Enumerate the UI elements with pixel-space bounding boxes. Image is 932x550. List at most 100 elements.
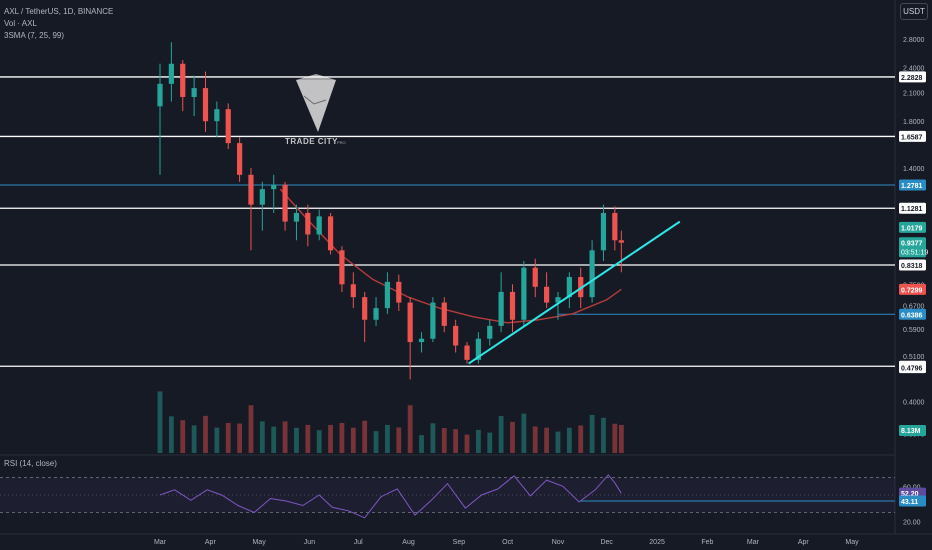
candle-body	[316, 216, 322, 235]
price-badge-bg	[899, 237, 926, 258]
price-tick-label: 0.5100	[903, 354, 925, 361]
candle-body	[430, 302, 436, 339]
time-axis-label: Aug	[402, 539, 415, 546]
candle-body	[384, 281, 391, 309]
candle-body	[259, 189, 265, 205]
candle-body	[282, 184, 288, 222]
volume-bar	[316, 430, 322, 453]
volume-bar	[487, 432, 493, 453]
volume-bar	[589, 414, 595, 453]
volume-bar	[521, 413, 527, 453]
watermark-suffix: PRO	[337, 140, 346, 145]
volume-bar	[430, 423, 436, 453]
price-tick-label: 2.8000	[903, 37, 925, 44]
candle-body	[532, 267, 538, 287]
volume-bar	[248, 405, 254, 453]
volume-legend[interactable]: Vol · AXL	[4, 19, 37, 28]
time-axis-label: Oct	[502, 539, 513, 546]
candle-body	[191, 88, 197, 97]
volume-bar	[294, 427, 299, 453]
watermark-text: TRADE CITY	[285, 137, 338, 146]
level-price-label-bg	[899, 202, 926, 214]
volume-bar	[237, 423, 242, 453]
volume-bar	[350, 427, 356, 453]
price-badge-countdown: 03:51:19	[901, 250, 928, 257]
level-price-label-bg	[899, 130, 926, 142]
volume-bar	[259, 421, 265, 453]
symbol-legend[interactable]: AXL / TetherUS, 1D, BINANCE	[4, 7, 114, 16]
volume-bar	[282, 421, 288, 453]
volume-bar	[362, 420, 368, 453]
volume-bar	[168, 416, 174, 453]
volume-bar	[532, 426, 538, 453]
time-axis-label: Dec	[600, 539, 613, 546]
volume-bar	[396, 427, 402, 453]
time-axis-label: Jul	[354, 539, 363, 546]
time-axis-label: Jun	[304, 539, 315, 546]
trendline	[468, 220, 681, 365]
volume-bar	[407, 405, 413, 453]
moving-average-line	[279, 188, 622, 324]
currency-badge[interactable]: USDT	[900, 3, 928, 20]
candle-body	[566, 276, 572, 298]
candle-body	[168, 63, 174, 84]
candle-body	[441, 302, 447, 326]
time-axis-label: Nov	[552, 539, 565, 546]
time-axis-label: Apr	[205, 539, 217, 546]
level-price-label-bg	[899, 259, 926, 271]
candle-body	[475, 338, 481, 360]
volume-bar	[475, 429, 481, 453]
level-price-label: 0.8318	[901, 263, 923, 270]
volume-bar	[555, 431, 561, 453]
price-tick-label: 1.4000	[903, 166, 925, 173]
volume-bar	[157, 391, 163, 453]
candle-body	[464, 345, 470, 360]
candle-body	[202, 88, 209, 122]
candle-body	[396, 281, 402, 303]
level-price-label-bg	[899, 179, 926, 191]
rsi-tick-label: 20.00	[903, 519, 921, 526]
candle-body	[248, 174, 254, 205]
price-badge: 1.0179	[901, 225, 923, 232]
candle-body	[589, 250, 595, 298]
volume-bar	[510, 421, 515, 453]
time-axis-label: Sep	[453, 539, 466, 546]
candle-body	[418, 338, 425, 343]
rsi-line	[159, 474, 622, 519]
price-badge-bg	[899, 362, 926, 374]
volume-bar	[373, 431, 379, 453]
time-axis-label: Apr	[798, 539, 810, 546]
volume-bar	[305, 424, 311, 453]
volume-bar	[419, 435, 424, 453]
candle-body	[293, 212, 300, 222]
level-price-label: 2.2828	[901, 75, 923, 82]
candle-body	[612, 212, 618, 241]
level-price-label-bg	[899, 308, 926, 320]
volume-bar	[328, 424, 333, 453]
volume-bar	[453, 429, 459, 453]
volume-bar	[271, 426, 277, 453]
ma-legend[interactable]: 3SMA (7, 25, 99)	[4, 31, 65, 40]
price-badge-bg	[899, 283, 926, 295]
price-badge: 0.7299	[901, 287, 923, 294]
price-badge-bg	[899, 221, 926, 233]
candle-body	[453, 325, 459, 346]
volume-badge: 8.13M	[901, 428, 921, 435]
price-tick-label: 0.6700	[903, 303, 925, 310]
volume-bar	[612, 423, 618, 453]
volume-bar	[544, 427, 550, 453]
time-axis-label: 2025	[649, 539, 665, 546]
candle-body	[339, 250, 345, 285]
price-tick-label: 2.4000	[903, 66, 925, 73]
logo-mark	[303, 95, 327, 105]
volume-bar	[601, 417, 606, 453]
price-badge: 0.4796	[901, 366, 923, 373]
candle-body	[407, 302, 413, 343]
time-axis-label: May	[252, 539, 266, 546]
candle-body	[373, 308, 379, 320]
candle-body	[544, 286, 550, 303]
rsi-legend[interactable]: RSI (14, close)	[4, 459, 57, 468]
candle-body	[327, 216, 334, 251]
volume-bar	[578, 425, 584, 453]
